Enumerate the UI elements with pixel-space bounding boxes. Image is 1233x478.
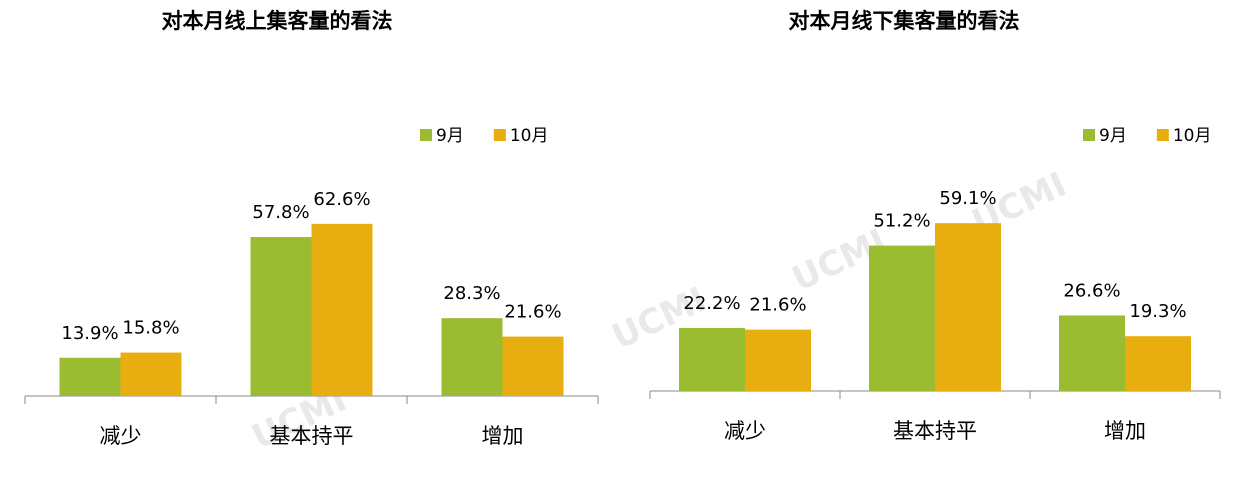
data-label: 28.3%	[443, 283, 500, 304]
bar	[120, 352, 182, 396]
bar	[935, 223, 1001, 391]
legend-label: 10月	[1173, 126, 1212, 146]
data-label: 57.8%	[252, 202, 309, 223]
data-label: 19.3%	[1129, 301, 1186, 322]
bar	[502, 336, 564, 396]
x-tick-label: 增加	[1104, 419, 1146, 443]
data-label: 13.9%	[61, 323, 118, 344]
x-tick-label: 增加	[482, 424, 524, 448]
bar	[1125, 336, 1191, 391]
legend-swatch	[420, 129, 432, 141]
bar	[59, 357, 121, 396]
chart-title: 对本月线上集客量的看法	[162, 9, 393, 33]
x-tick-label: 减少	[100, 424, 142, 448]
legend-label: 10月	[510, 126, 549, 146]
data-label: 21.6%	[749, 295, 806, 316]
bar	[441, 318, 503, 396]
bar	[745, 329, 811, 391]
x-tick-label: 基本持平	[893, 419, 977, 443]
data-label: 22.2%	[683, 293, 740, 314]
bar	[311, 223, 373, 396]
bar	[1059, 315, 1125, 391]
bar	[679, 327, 745, 391]
legend-label: 9月	[1099, 126, 1127, 146]
data-label: 15.8%	[122, 318, 179, 339]
x-tick-label: 减少	[724, 419, 766, 443]
data-label: 62.6%	[313, 189, 370, 210]
data-label: 51.2%	[873, 211, 930, 232]
legend-label: 9月	[436, 126, 464, 146]
data-label: 59.1%	[939, 188, 996, 209]
chart-title: 对本月线下集客量的看法	[789, 9, 1020, 33]
data-label: 21.6%	[504, 302, 561, 323]
legend-swatch	[1083, 129, 1095, 141]
data-label: 26.6%	[1063, 280, 1120, 301]
legend-swatch	[493, 129, 506, 141]
bar	[869, 245, 935, 391]
x-tick-label: 基本持平	[270, 424, 354, 448]
bar	[250, 237, 312, 396]
legend-swatch	[1156, 129, 1169, 141]
